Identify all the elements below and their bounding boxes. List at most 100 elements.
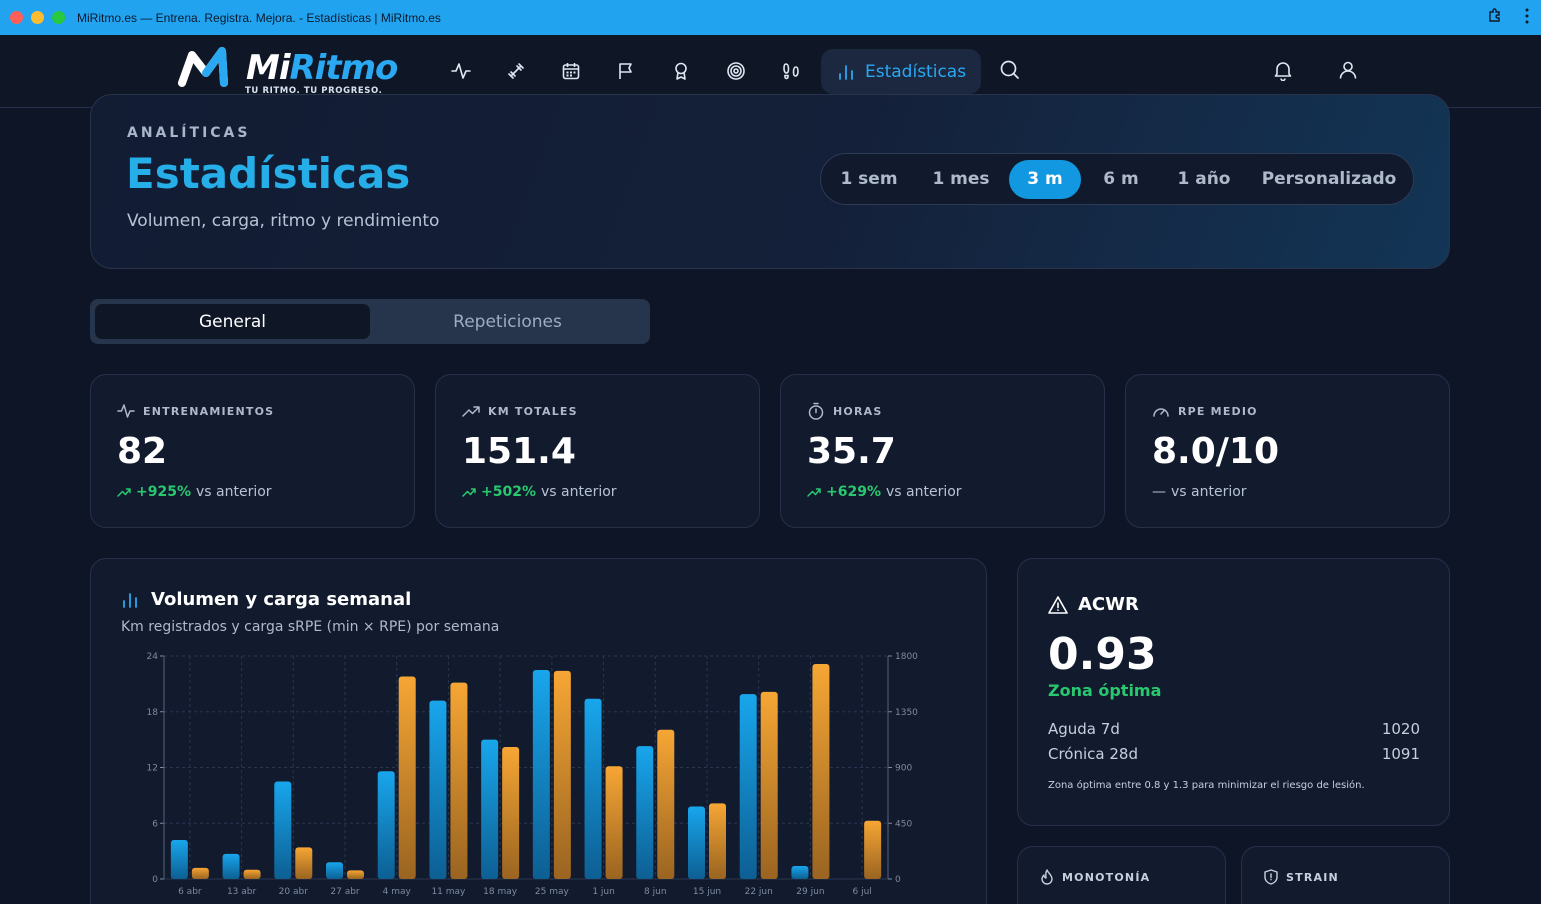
bar-chart-icon bbox=[839, 64, 853, 80]
nav-statistics-label: Estadísticas bbox=[865, 61, 967, 82]
y-left-tick-label: 0 bbox=[152, 875, 158, 885]
flame-icon bbox=[1041, 869, 1053, 885]
nav-award-icon[interactable] bbox=[661, 51, 701, 91]
page-header-card: ANALÍTICAS Estadísticas Volumen, carga, … bbox=[90, 94, 1450, 269]
x-tick-label: 6 jul bbox=[852, 887, 871, 897]
page-title: Estadísticas bbox=[126, 149, 411, 198]
bar-load bbox=[191, 867, 209, 879]
bar-km bbox=[739, 694, 757, 879]
logo-wordmark: MiRitmo bbox=[246, 48, 398, 88]
minimize-window-button[interactable] bbox=[31, 11, 44, 24]
x-tick-label: 25 may bbox=[535, 887, 570, 897]
bar-km bbox=[274, 781, 292, 879]
bar-load bbox=[295, 847, 313, 879]
bar-load bbox=[760, 691, 778, 879]
nav-activity-icon[interactable] bbox=[441, 51, 481, 91]
warning-icon bbox=[1048, 595, 1068, 614]
kpi-delta-percent: +925% bbox=[136, 484, 191, 500]
stats-view-tabs: General Repeticiones bbox=[90, 299, 650, 344]
bar-km bbox=[222, 853, 240, 879]
monotonia-card: MONOTONÍA bbox=[1017, 846, 1226, 904]
kpi-delta: +925% vs anterior bbox=[117, 484, 272, 500]
nav-calendar-icon[interactable] bbox=[551, 51, 591, 91]
kpi-card-entrenamientos: ENTRENAMIENTOS 82 +925% vs anterior bbox=[90, 374, 415, 528]
x-tick-label: 22 jun bbox=[745, 887, 773, 897]
acwr-row-label: Aguda 7d bbox=[1048, 720, 1120, 738]
search-icon[interactable] bbox=[999, 59, 1021, 85]
kpi-delta: +502% vs anterior bbox=[462, 484, 617, 500]
range-1-year-button[interactable]: 1 año bbox=[1177, 169, 1231, 189]
bar-load bbox=[605, 766, 623, 879]
range-1-month-button[interactable]: 1 mes bbox=[932, 169, 990, 189]
window-controls bbox=[10, 11, 65, 24]
browser-titlebar: MiRitmo.es — Entrena. Registra. Mejora. … bbox=[0, 0, 1541, 35]
range-6-months-button[interactable]: 6 m bbox=[1103, 169, 1139, 189]
logo-mark-icon bbox=[178, 47, 228, 87]
acwr-value: 0.93 bbox=[1048, 629, 1157, 680]
acwr-note: Zona óptima entre 0.8 y 1.3 para minimiz… bbox=[1048, 780, 1365, 791]
acwr-row-label: Crónica 28d bbox=[1048, 745, 1138, 763]
kpi-value: 35.7 bbox=[807, 431, 896, 472]
kpi-value: 8.0/10 bbox=[1152, 431, 1280, 472]
acwr-row-chronic: Crónica 28d 1091 bbox=[1048, 745, 1420, 763]
kpi-delta: — vs anterior bbox=[1152, 484, 1247, 500]
kpi-delta-suffix: vs anterior bbox=[195, 484, 272, 500]
gauge-icon bbox=[1153, 408, 1169, 417]
bar-load bbox=[502, 747, 520, 879]
bar-load bbox=[243, 869, 261, 879]
logo-tagline: TU RITMO. TU PROGRESO. bbox=[245, 86, 383, 96]
kpi-value: 151.4 bbox=[462, 431, 576, 472]
chart-subtitle: Km registrados y carga sRPE (min × RPE) … bbox=[121, 619, 500, 635]
nav-target-icon[interactable] bbox=[716, 51, 756, 91]
page-subtitle: Volumen, carga, ritmo y rendimiento bbox=[127, 211, 440, 231]
kpi-card-horas: HORAS 35.7 +629% vs anterior bbox=[780, 374, 1105, 528]
range-3-months-button[interactable]: 3 m bbox=[1009, 160, 1081, 199]
nav-icon-group bbox=[441, 49, 826, 93]
bar-load bbox=[450, 682, 468, 879]
nav-footprints-icon[interactable] bbox=[771, 51, 811, 91]
x-tick-label: 15 jun bbox=[693, 887, 721, 897]
bar-load bbox=[709, 803, 726, 879]
extensions-icon[interactable] bbox=[1487, 8, 1503, 24]
range-custom-button[interactable]: Personalizado bbox=[1261, 169, 1397, 189]
y-left-tick-label: 12 bbox=[147, 764, 158, 774]
weekly-volume-chart-card: Volumen y carga semanal Km registrados y… bbox=[90, 558, 987, 904]
kpi-label: RPE MEDIO bbox=[1178, 404, 1258, 418]
range-1-week-button[interactable]: 1 sem bbox=[840, 169, 898, 189]
user-profile-icon[interactable] bbox=[1337, 59, 1359, 85]
bar-load bbox=[864, 820, 882, 879]
mini-card-label: STRAIN bbox=[1286, 870, 1339, 884]
date-range-selector: 1 sem 1 mes 3 m 6 m 1 año Personalizado bbox=[820, 153, 1414, 205]
tab-general[interactable]: General bbox=[95, 304, 370, 339]
bar-km bbox=[688, 806, 705, 879]
maximize-window-button[interactable] bbox=[52, 11, 65, 24]
stopwatch-icon bbox=[808, 402, 824, 420]
browser-menu-icon[interactable] bbox=[1525, 8, 1529, 24]
bar-load bbox=[553, 670, 571, 879]
bar-km bbox=[584, 698, 602, 879]
kpi-label: HORAS bbox=[833, 404, 883, 418]
trending-up-icon bbox=[117, 488, 131, 497]
browser-tab-title: MiRitmo.es — Entrena. Registra. Mejora. … bbox=[77, 10, 441, 25]
strain-card: STRAIN bbox=[1241, 846, 1450, 904]
bar-km bbox=[532, 669, 550, 879]
mini-card-label: MONOTONÍA bbox=[1062, 870, 1151, 884]
chart-title: Volumen y carga semanal bbox=[151, 589, 412, 610]
tab-repeticiones[interactable]: Repeticiones bbox=[453, 311, 562, 332]
y-right-tick-label: 1800 bbox=[895, 652, 918, 662]
bar-km bbox=[377, 771, 395, 879]
kpi-delta-percent: +629% bbox=[826, 484, 881, 500]
nav-dumbbell-icon[interactable] bbox=[496, 51, 536, 91]
kpi-delta-suffix: vs anterior bbox=[1171, 484, 1247, 500]
miritmo-logo[interactable]: MiRitmo TU RITMO. TU PROGRESO. bbox=[178, 43, 408, 99]
kpi-delta-percent: +502% bbox=[481, 484, 536, 500]
nav-flag-icon[interactable] bbox=[606, 51, 646, 91]
acwr-title: ACWR bbox=[1078, 594, 1139, 615]
nav-statistics-tab[interactable]: Estadísticas bbox=[821, 49, 981, 94]
y-right-tick-label: 0 bbox=[895, 875, 901, 885]
notifications-bell-icon[interactable] bbox=[1272, 59, 1294, 85]
close-window-button[interactable] bbox=[10, 11, 23, 24]
x-tick-label: 18 may bbox=[483, 887, 518, 897]
x-tick-label: 11 may bbox=[431, 887, 466, 897]
trending-up-icon bbox=[807, 488, 821, 497]
